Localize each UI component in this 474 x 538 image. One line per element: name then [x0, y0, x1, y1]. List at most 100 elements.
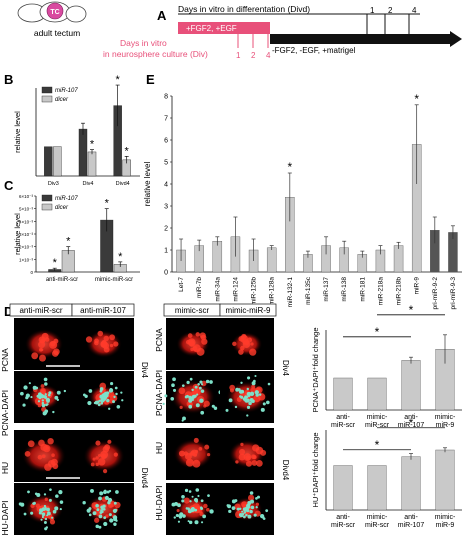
red-cell	[185, 339, 191, 345]
category-label: Div4	[82, 181, 93, 187]
dapi-nucleus	[51, 516, 54, 519]
red-cell	[252, 444, 260, 452]
micrograph-tile	[14, 483, 74, 535]
dapi-nucleus	[181, 419, 184, 422]
red-cell	[51, 453, 55, 457]
chart-d-hu: HU⁺DAPI⁺fold changeanti-miR-scrmimic-miR…	[311, 416, 462, 529]
category-label: miR-9	[414, 277, 421, 295]
dapi-nucleus	[56, 390, 61, 395]
y-tick-label: 3×10⁻³	[19, 232, 34, 237]
dapi-nucleus	[30, 511, 34, 515]
legend-label: dicer	[55, 205, 69, 211]
red-cell	[27, 440, 35, 448]
red-cell	[38, 347, 43, 352]
red-cell	[109, 334, 116, 341]
category-label: miR-137	[323, 277, 330, 302]
red-cell	[201, 338, 208, 345]
significance-star: *	[116, 74, 121, 86]
significance-star: *	[118, 251, 123, 263]
category-label: anti-	[404, 514, 418, 521]
red-cell	[38, 439, 45, 447]
red-cell	[256, 460, 263, 467]
red-cell	[40, 384, 45, 388]
significance-star: *	[66, 236, 71, 248]
red-cell	[243, 453, 252, 461]
dapi-nucleus	[265, 509, 269, 513]
dapi-nucleus	[188, 404, 193, 409]
dapi-nucleus	[46, 514, 49, 517]
dapi-nucleus	[200, 521, 204, 524]
dapi-nucleus	[113, 501, 117, 505]
dapi-nucleus	[245, 513, 248, 517]
y-tick-label: 0	[30, 270, 33, 275]
panel-letter-a: A	[157, 8, 167, 23]
pink-bar-label: +FGF2, +EGF	[186, 24, 237, 33]
micrograph-tile	[220, 371, 274, 423]
dapi-nucleus	[194, 385, 198, 389]
divd-title: Days in vitro in differentation (Divd)	[178, 4, 310, 14]
dapi-nucleus	[47, 393, 51, 397]
dapi-nucleus	[45, 403, 48, 407]
dapi-nucleus	[43, 377, 48, 382]
red-cell	[205, 507, 210, 512]
red-cell	[92, 457, 96, 461]
brain-lobe-right	[65, 5, 87, 23]
bar	[78, 128, 88, 177]
row-label-hu-dapi-right: HU-DAPI	[154, 486, 164, 521]
y-tick-label: 6	[164, 138, 168, 145]
dapi-nucleus	[181, 384, 185, 388]
dapi-nucleus	[101, 396, 104, 399]
red-cell	[103, 346, 110, 353]
dapi-nucleus	[162, 402, 165, 406]
red-cell	[102, 469, 108, 474]
row-label-pcna-dapi-right: PCNA-DAPI	[154, 370, 164, 416]
category-label: miR-scr	[331, 422, 356, 429]
significance-star: *	[125, 145, 130, 157]
red-cell	[251, 460, 258, 466]
red-cell	[41, 454, 46, 459]
category-label: mimic-	[435, 514, 456, 521]
dapi-nucleus	[33, 501, 36, 505]
red-cell	[183, 497, 190, 504]
dapi-nucleus	[43, 504, 47, 508]
dapi-nucleus	[245, 508, 248, 511]
dapi-nucleus	[173, 516, 176, 519]
dapi-nucleus	[40, 518, 43, 521]
dapi-nucleus	[201, 383, 204, 386]
micrograph-tile	[74, 318, 134, 370]
red-cell	[95, 440, 101, 446]
dapi-nucleus	[254, 374, 257, 378]
category-label: Div3	[48, 181, 59, 187]
red-cell	[103, 335, 110, 342]
category-label: miR-124	[232, 277, 239, 302]
dapi-nucleus	[189, 377, 193, 381]
red-cell	[238, 349, 244, 355]
dapi-nucleus	[59, 507, 62, 511]
dapi-nucleus	[207, 494, 210, 497]
panel-letter-e: E	[146, 72, 155, 87]
dapi-nucleus	[255, 393, 259, 397]
dapi-nucleus	[231, 499, 236, 504]
dapi-nucleus	[246, 392, 252, 397]
dapi-nucleus	[177, 520, 181, 523]
dapi-nucleus	[175, 514, 179, 517]
red-cell	[113, 452, 118, 457]
div-ticks: 1 2 4	[236, 34, 271, 60]
red-cell	[113, 341, 119, 347]
bar	[367, 465, 387, 511]
dapi-nucleus	[54, 395, 59, 400]
dapi-nucleus	[246, 414, 249, 417]
dapi-nucleus	[121, 399, 124, 402]
dapi-nucleus	[228, 398, 233, 403]
category-label: miR-138	[341, 277, 348, 302]
dapi-nucleus	[52, 509, 57, 514]
legend-swatch	[41, 203, 53, 211]
y-tick-label: 8	[164, 94, 168, 101]
dapi-nucleus	[196, 393, 199, 396]
dapi-nucleus	[250, 500, 254, 503]
dapi-nucleus	[225, 408, 229, 412]
category-label: miR-scr	[365, 422, 390, 429]
dapi-nucleus	[188, 490, 192, 493]
dapi-nucleus	[240, 381, 243, 384]
bar	[435, 449, 455, 511]
